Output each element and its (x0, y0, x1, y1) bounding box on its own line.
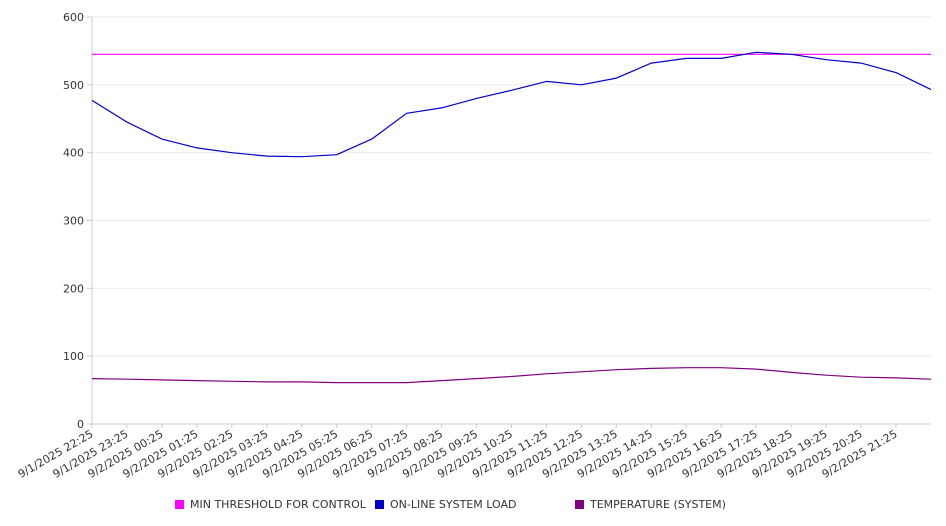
legend-label-min-threshold: MIN THRESHOLD FOR CONTROL (190, 498, 366, 511)
legend-item-system-load[interactable]: ON-LINE SYSTEM LOAD (375, 498, 516, 511)
series-line-temperature (91, 367, 932, 384)
gridlines (92, 16, 931, 357)
y-tick-label: 200 (63, 282, 84, 295)
y-tick-label: 400 (63, 147, 84, 160)
x-tick-labels: 9/1/2025 22:259/1/2025 23:259/2/2025 00:… (16, 427, 900, 481)
legend-swatch-min-threshold (175, 500, 184, 509)
legend-item-temperature[interactable]: TEMPERATURE (SYSTEM) (575, 498, 726, 511)
axes (87, 16, 931, 428)
legend-swatch-system-load (375, 500, 384, 509)
y-tick-label: 500 (63, 79, 84, 92)
y-tick-labels: 0 100 200 300 400 500 600 (63, 11, 84, 431)
y-tick-label: 100 (63, 350, 84, 363)
legend-label-temperature: TEMPERATURE (SYSTEM) (590, 498, 726, 511)
y-tick-label: 600 (63, 11, 84, 24)
series-line-system-load (91, 51, 932, 158)
series-lines (91, 51, 932, 384)
legend: MIN THRESHOLD FOR CONTROL ON-LINE SYSTEM… (0, 498, 946, 516)
legend-swatch-temperature (575, 500, 584, 509)
y-tick-label: 0 (77, 418, 84, 431)
y-tick-label: 300 (63, 215, 84, 228)
legend-item-min-threshold[interactable]: MIN THRESHOLD FOR CONTROL (175, 498, 366, 511)
legend-label-system-load: ON-LINE SYSTEM LOAD (390, 498, 517, 511)
